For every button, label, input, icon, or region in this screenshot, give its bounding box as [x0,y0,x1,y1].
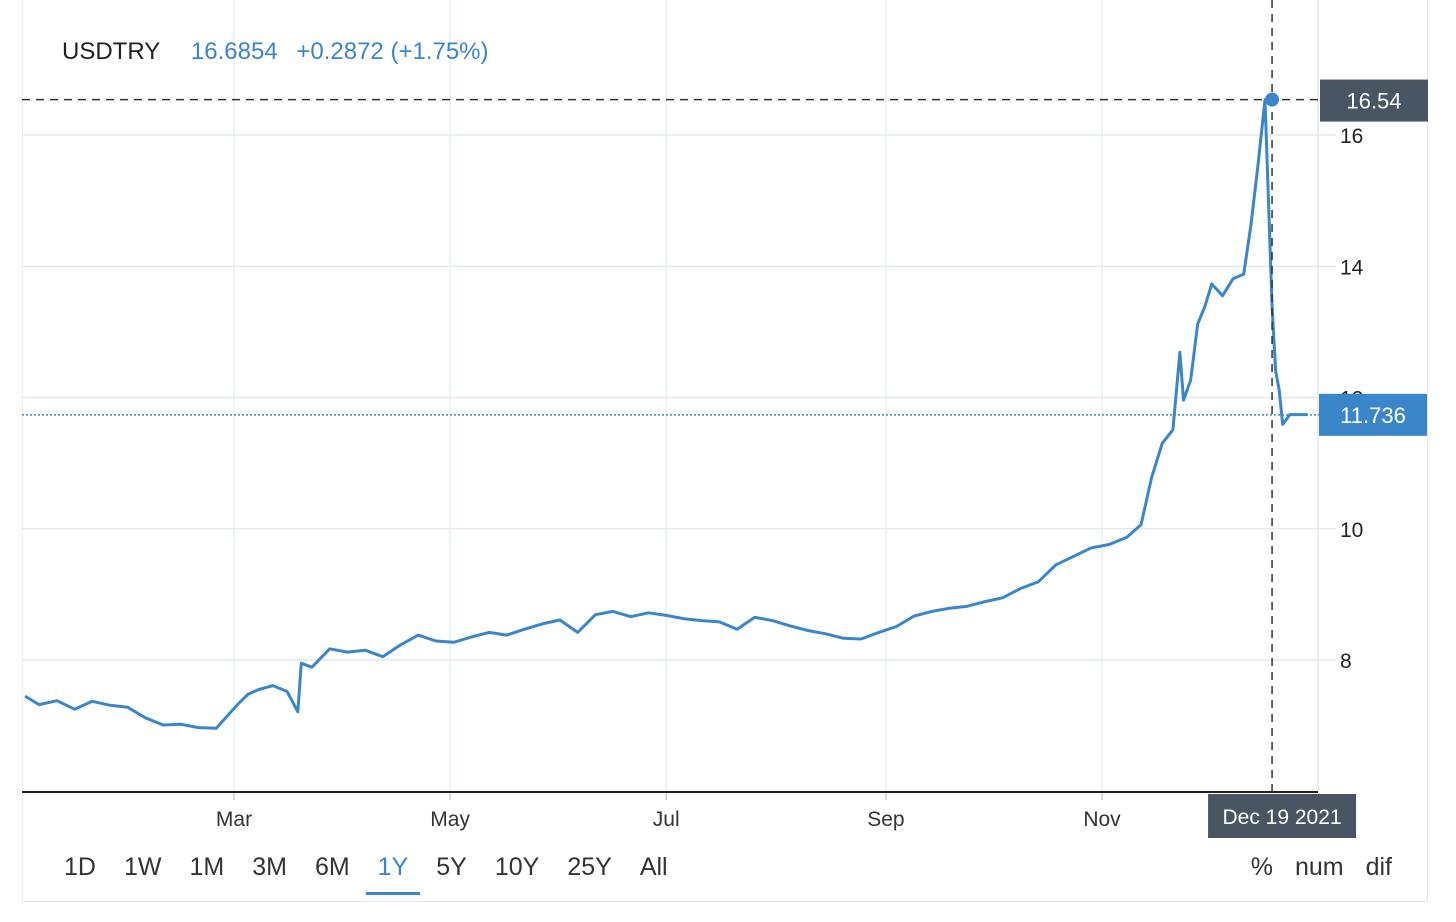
range-button-5y[interactable]: 5Y [436,853,467,881]
mode-button-num[interactable]: num [1294,853,1344,881]
x-tick-label: Sep [867,808,904,831]
crosshair-marker [1265,92,1280,107]
crosshair-y-label: 16.54 [1346,89,1401,114]
crosshair-x-label: Dec 19 2021 [1223,806,1342,829]
range-button-3m[interactable]: 3M [252,853,287,881]
series-layer [24,98,1308,730]
crosshair-layer: 11.736 16.54 Dec 19 2021 [22,0,1428,838]
symbol-label: USDTRY [62,38,161,65]
mode-button-percent[interactable]: % [1250,853,1273,881]
crosshair-y-badge [1320,79,1428,122]
change-value: +0.2872 (+1.75%) [296,38,489,65]
mode-button-dif[interactable]: dif [1365,853,1392,881]
y-tick-label: 14 [1340,256,1364,279]
range-button-1d[interactable]: 1D [64,853,96,881]
y-tick-label: 8 [1340,650,1352,673]
quote-header: USDTRY 16.6854 +0.2872 (+1.75%) [62,38,489,66]
x-tick-label: Jul [653,808,680,831]
chart-frame [22,0,1428,902]
range-button-all[interactable]: All [639,853,668,881]
price-value: 16.6854 [190,38,278,65]
range-selector: 1D 1W 1M 3M 6M 1Y 5Y 10Y 25Y All [52,848,684,902]
last-value-label: 11.736 [1340,403,1406,428]
axes: 810121416MarMayJulSepNov [22,125,1364,831]
grid [22,0,1336,792]
x-tick-label: Nov [1083,808,1121,831]
y-tick-label: 10 [1340,519,1363,542]
scale-mode-selector: % num dif [1229,848,1392,882]
range-button-6m[interactable]: 6M [314,853,350,881]
range-button-1w[interactable]: 1W [123,853,162,881]
crosshair-x-badge [1208,794,1357,838]
price-line [24,98,1308,730]
range-button-10y[interactable]: 10Y [494,853,540,881]
x-tick-label: May [430,808,470,831]
last-value-badge [1319,393,1427,436]
x-tick-label: Mar [216,808,252,831]
range-button-1y[interactable]: 1Y [365,848,421,895]
range-button-25y[interactable]: 25Y [567,853,612,881]
range-button-1m[interactable]: 1M [189,853,225,881]
y-tick-label: 16 [1340,125,1363,148]
